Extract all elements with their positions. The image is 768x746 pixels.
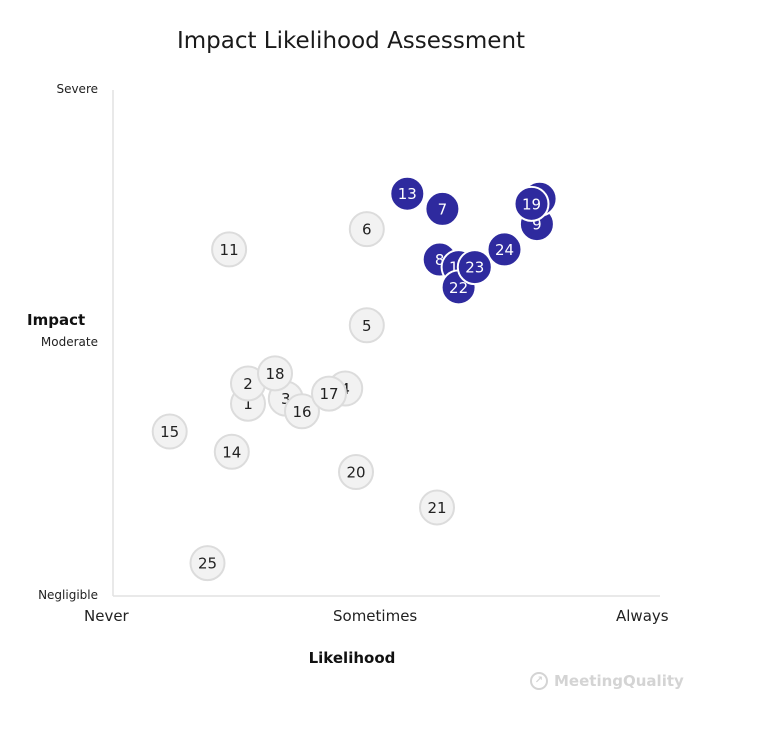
watermark: ↗ MeetingQuality	[530, 672, 684, 690]
data-points: 1234561114151617182021257891012131922232…	[151, 175, 558, 582]
data-point-16: 16	[284, 393, 320, 430]
y-tick-moderate: Moderate	[40, 335, 98, 349]
data-point-15: 15	[151, 413, 188, 450]
x-tick-always: Always	[616, 607, 669, 625]
data-point-20: 20	[338, 454, 374, 491]
chart-title: Impact Likelihood Assessment	[176, 28, 526, 54]
data-point-25: 25	[189, 545, 226, 582]
data-point-19: 19	[513, 185, 550, 222]
x-tick-never: Never	[84, 607, 129, 625]
data-point-label: 20	[346, 464, 365, 482]
data-point-label: 7	[438, 200, 448, 218]
data-point-22: 22	[440, 269, 477, 306]
x-tick-sometimes: Sometimes	[333, 607, 418, 625]
data-point-marker	[456, 249, 493, 286]
data-point-label: 16	[292, 403, 311, 421]
data-point-marker	[486, 231, 523, 268]
data-point-marker	[257, 355, 293, 392]
data-point-23: 23	[456, 249, 493, 286]
data-point-label: 11	[220, 241, 239, 259]
data-point-marker	[338, 454, 374, 491]
data-point-marker	[189, 545, 226, 582]
data-point-label: 22	[449, 279, 468, 297]
data-point-label: 25	[198, 555, 217, 573]
data-point-label: 5	[362, 317, 372, 335]
data-point-label: 6	[362, 221, 372, 239]
data-point-marker	[151, 413, 188, 450]
watermark-text: MeetingQuality	[554, 672, 684, 690]
data-point-label: 18	[265, 365, 284, 383]
data-point-label: 19	[522, 195, 541, 213]
y-axis-label: Impact	[27, 311, 86, 329]
data-point-18: 18	[257, 355, 293, 392]
data-point-label: 15	[160, 423, 179, 441]
data-point-label: 9	[532, 216, 542, 234]
data-point-label: 2	[243, 375, 253, 393]
data-point-24: 24	[486, 231, 523, 268]
data-point-marker	[348, 307, 385, 344]
data-point-marker	[424, 190, 461, 227]
data-point-label: 1	[243, 395, 253, 413]
data-point-7: 7	[424, 190, 461, 227]
data-point-label: 8	[435, 251, 445, 269]
data-point-marker	[513, 185, 550, 222]
data-point-marker	[213, 433, 250, 470]
y-tick-severe: Severe	[56, 82, 98, 96]
data-point-marker	[389, 175, 426, 212]
data-point-marker	[284, 393, 320, 430]
data-point-marker	[419, 489, 455, 526]
data-point-label: 24	[495, 241, 514, 259]
data-point-label: 3	[281, 390, 291, 408]
data-point-5: 5	[348, 307, 385, 344]
y-tick-negligible: Negligible	[38, 588, 98, 602]
data-point-label: 13	[398, 185, 417, 203]
data-point-label: 17	[319, 385, 338, 403]
x-axis-label: Likelihood	[308, 649, 396, 667]
data-point-marker	[348, 211, 385, 248]
data-point-11: 11	[211, 231, 248, 268]
arrow-circle-icon: ↗	[530, 672, 548, 690]
data-point-14: 14	[213, 433, 250, 470]
data-point-marker	[311, 375, 347, 412]
data-point-6: 6	[348, 211, 385, 248]
data-point-label: 21	[427, 499, 446, 517]
data-point-label: 14	[222, 443, 241, 461]
data-point-marker	[211, 231, 248, 268]
data-point-2: 2	[230, 365, 266, 402]
data-point-17: 17	[311, 375, 347, 412]
data-point-21: 21	[419, 489, 455, 526]
data-point-13: 13	[389, 175, 426, 212]
data-point-label: 23	[465, 259, 484, 277]
